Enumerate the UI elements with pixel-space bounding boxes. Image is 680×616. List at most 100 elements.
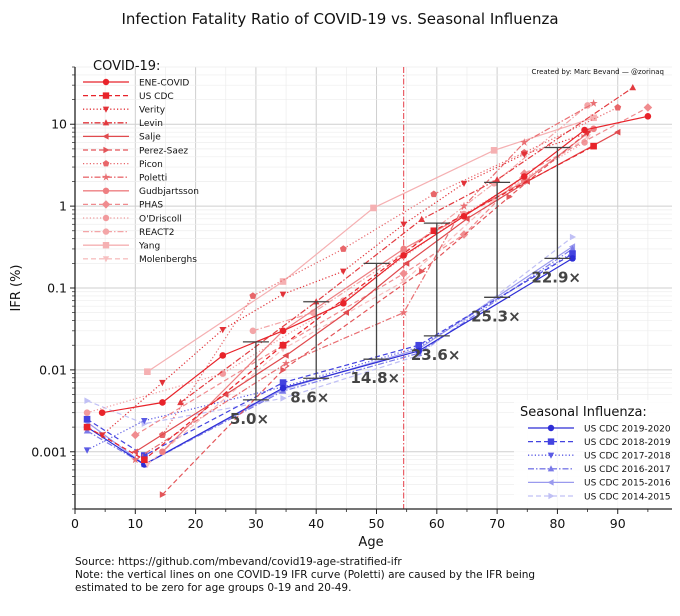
ratio-label: 14.8× [351, 369, 401, 387]
legend-item-us-cdc-2017-2018: US CDC 2017-2018 [528, 452, 671, 462]
legend-marker [101, 200, 111, 209]
covid-point-perez-saez [419, 268, 426, 275]
ratio-annotation: 14.8× [351, 262, 401, 387]
flu-point-us-cdc-2017-2018 [141, 418, 148, 425]
covid-point-salje [342, 309, 349, 316]
covid-point-verity [279, 291, 287, 298]
covid-point-verity [340, 268, 347, 275]
legend-marker [102, 173, 110, 181]
flu-line-us-cdc-2015-2016 [86, 246, 573, 466]
covid-point-us-cdc [430, 227, 438, 235]
legend-item-react2: REACT2 [83, 228, 174, 238]
footnote: Source: https://github.com/mbevand/covid… [75, 556, 535, 595]
covid-point-verity [400, 221, 407, 228]
covid-point-yang [590, 114, 597, 122]
covid-series-yang [144, 114, 597, 376]
legend-label: Verity [139, 106, 166, 116]
covid-point-levin [177, 398, 184, 406]
legend-marker [102, 106, 110, 113]
legend-item-ene-covid: ENE-COVID [83, 78, 189, 88]
flu-point-us-cdc-2014-2015 [569, 233, 577, 241]
covid-series-verity [98, 130, 591, 439]
legend-label: Gudbjartsson [139, 187, 199, 197]
covid-point-levin [418, 215, 425, 222]
legend-label: US CDC 2019-2020 [584, 424, 671, 434]
covid-point-molenberghs [584, 134, 591, 141]
covid-point-ene-covid [98, 409, 106, 416]
x-tick-label: 50 [369, 516, 385, 531]
legend-title: Seasonal Influenza: [520, 405, 647, 420]
ratio-label: 25.3× [471, 307, 521, 325]
series-group [83, 84, 653, 498]
flu-line-us-cdc-2016-2017 [86, 248, 573, 466]
covid-series-phas [131, 103, 653, 440]
credit-text: Created by: Marc Bevand — @zorinaq [531, 68, 664, 76]
covid-line-us-cdc [86, 145, 594, 461]
legend-label: Perez-Saez [139, 146, 188, 156]
covid-point-ene-covid [400, 252, 407, 259]
x-tick-label: 20 [188, 516, 204, 531]
legend-background [514, 400, 676, 508]
legend-item-o-driscoll: O'Driscoll [83, 214, 182, 224]
covid-point-ene-covid [460, 213, 468, 220]
flu-series-us-cdc-2018-2019 [83, 250, 576, 459]
legend-item-us-cdc-2014-2015: US CDC 2014-2015 [528, 492, 671, 502]
legend-marker [102, 119, 110, 126]
covid-series-us-cdc [83, 142, 597, 464]
covid-point-salje [403, 260, 410, 267]
covid-point-gudbjartsson [400, 245, 407, 253]
flu-line-us-cdc-2017-2018 [86, 252, 573, 451]
covid-point-perez-saez [159, 491, 167, 498]
covid-point-levin [629, 84, 637, 91]
legend-flu: Seasonal Influenza: US CDC 2019-2020 US CD… [514, 400, 676, 508]
ratio-annotation: 5.0× [230, 341, 269, 428]
covid-point-yang [144, 368, 151, 376]
y-tick-label: 0.1 [47, 281, 67, 296]
x-tick-label: 10 [127, 516, 143, 531]
legend-item-molenberghs: Molenberghs [83, 255, 197, 265]
covid-point-ene-covid [159, 399, 166, 406]
x-tick-label: 30 [248, 516, 264, 531]
covid-point-salje [614, 128, 621, 136]
legend-marker [547, 424, 555, 432]
x-tick-label: 80 [549, 516, 565, 531]
legend-marker [102, 92, 110, 99]
covid-point-salje [222, 391, 229, 398]
covid-point-molenberghs [144, 461, 151, 469]
ratio-annotation: 23.6× [411, 222, 461, 364]
covid-point-poletti [282, 359, 291, 367]
covid-point-react2 [249, 327, 257, 335]
flu-line-us-cdc-2018-2019 [86, 253, 573, 457]
covid-point-picon [614, 103, 622, 111]
covid-line-poletti [134, 102, 594, 461]
legend-label: Yang [138, 242, 160, 252]
covid-series-poletti [131, 99, 598, 464]
covid-line-yang [147, 117, 594, 373]
ratio-label: 22.9× [531, 268, 581, 286]
covid-point-ene-covid [340, 300, 347, 307]
covid-point-poletti [520, 138, 529, 146]
covid-point-verity [219, 327, 226, 334]
ratio-annotations: 5.0× 8.6× 14.8× 23.6× 25.3× 22.9× [230, 146, 581, 428]
y-axis-label: IFR (%) [9, 265, 24, 312]
covid-point-picon [339, 245, 347, 252]
legend-marker [547, 465, 555, 472]
covid-line-ene-covid [101, 115, 649, 414]
x-tick-label: 70 [489, 516, 505, 531]
covid-line-phas [134, 106, 649, 436]
covid-point-yang [490, 147, 498, 154]
legend-marker [548, 492, 555, 500]
y-tick-label: 10 [51, 117, 67, 132]
legend-marker [102, 228, 110, 235]
legend-item-picon: Picon [83, 160, 163, 170]
ratio-label: 23.6× [411, 346, 461, 364]
covid-point-verity [460, 180, 468, 187]
legend-marker [547, 452, 555, 459]
legend-marker [102, 187, 110, 194]
legend-marker [103, 146, 110, 154]
legend-item-verity: Verity [83, 106, 166, 116]
covid-point-salje [463, 215, 470, 223]
legend-item-us-cdc-2016-2017: US CDC 2016-2017 [528, 465, 671, 475]
flu-point-us-cdc-2017-2018 [83, 447, 91, 454]
legend-label: Picon [139, 160, 163, 170]
